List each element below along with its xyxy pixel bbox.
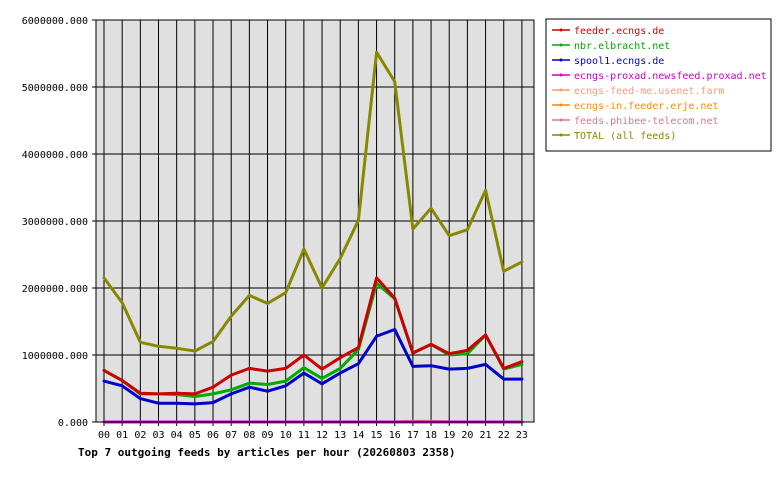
legend-marker bbox=[559, 58, 563, 62]
x-tick-label: 17 bbox=[407, 430, 419, 441]
legend: feeder.ecngs.de nbr.elbracht.net spool1.ec… bbox=[545, 18, 772, 152]
y-tick-label: 2000000.000 bbox=[22, 284, 88, 295]
x-tick-label: 03 bbox=[152, 430, 164, 441]
series-line-feeder-ecngs-de bbox=[102, 276, 524, 396]
x-tick-label: 02 bbox=[134, 430, 146, 441]
legend-label: feeder.ecngs.de bbox=[574, 26, 664, 37]
x-tick-label: 08 bbox=[243, 430, 255, 441]
x-tick-label: 15 bbox=[371, 430, 383, 441]
y-tick-label: 4000000.000 bbox=[22, 150, 88, 161]
x-tick-label: 23 bbox=[516, 430, 528, 441]
legend-label: spool1.ecngs.de bbox=[574, 56, 664, 67]
legend-label: ecngs-proxad.newsfeed.proxad.net bbox=[574, 71, 767, 82]
x-tick-label: 21 bbox=[480, 430, 492, 441]
y-tick-label: 0.000 bbox=[58, 418, 88, 429]
legend-label: TOTAL (all feeds) bbox=[574, 131, 676, 142]
y-tick-label: 3000000.000 bbox=[22, 217, 88, 228]
x-tick-label: 05 bbox=[189, 430, 201, 441]
series-line-total-all-feeds- bbox=[102, 50, 524, 353]
legend-label: nbr.elbracht.net bbox=[574, 41, 670, 52]
legend-label: feeds.phibee-telecom.net bbox=[574, 116, 719, 127]
y-tick-label: 5000000.000 bbox=[22, 83, 88, 94]
y-tick-label: 6000000.000 bbox=[22, 16, 88, 27]
legend-marker bbox=[559, 43, 563, 47]
legend-marker bbox=[559, 73, 563, 77]
x-tick-label: 19 bbox=[443, 430, 455, 441]
legend-marker bbox=[559, 88, 563, 92]
x-tick-label: 01 bbox=[116, 430, 128, 441]
series-line-spool1-ecngs-de bbox=[102, 328, 524, 406]
x-tick-label: 04 bbox=[171, 430, 183, 441]
x-tick-label: 11 bbox=[298, 430, 310, 441]
legend-marker bbox=[559, 133, 563, 137]
x-tick-label: 14 bbox=[352, 430, 364, 441]
x-tick-label: 13 bbox=[334, 430, 346, 441]
x-tick-label: 12 bbox=[316, 430, 328, 441]
y-tick-label: 1000000.000 bbox=[22, 351, 88, 362]
x-tick-label: 00 bbox=[98, 430, 110, 441]
x-tick-label: 16 bbox=[389, 430, 401, 441]
chart-title: Top 7 outgoing feeds by articles per hou… bbox=[78, 446, 456, 459]
legend-label: ecngs-feed-me.usenet.farm bbox=[574, 86, 725, 97]
x-tick-label: 18 bbox=[425, 430, 437, 441]
axis-ticks: 00 01 02 03 04 05 06 07 08 09 10 11 12 13 14 15 16 17 18 19… bbox=[22, 16, 528, 441]
x-tick-label: 10 bbox=[280, 430, 292, 441]
plot-frame bbox=[95, 19, 535, 423]
legend-marker bbox=[559, 118, 563, 122]
x-tick-label: 06 bbox=[207, 430, 219, 441]
legend-label: ecngs-in.feeder.erje.net bbox=[574, 101, 719, 112]
legend-marker bbox=[559, 28, 563, 32]
x-tick-label: 09 bbox=[262, 430, 274, 441]
x-tick-label: 20 bbox=[461, 430, 473, 441]
x-tick-label: 07 bbox=[225, 430, 237, 441]
legend-box bbox=[545, 18, 772, 152]
x-tick-label: 22 bbox=[498, 430, 510, 441]
legend-marker bbox=[559, 103, 563, 107]
